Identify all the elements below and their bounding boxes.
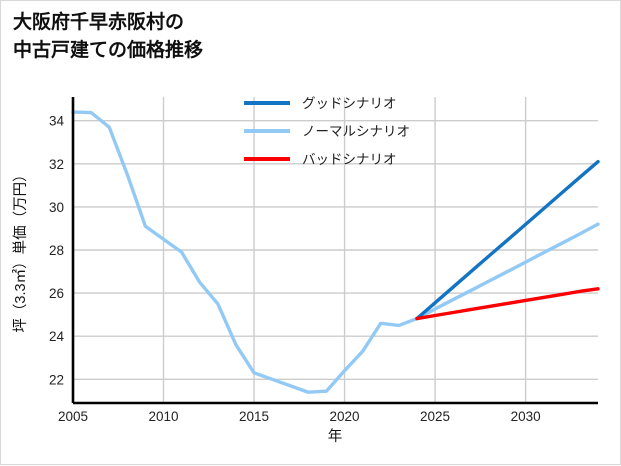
y-tick-labels: 22 24 26 28 30 32 34 [49, 114, 65, 388]
chart-title-line-1: 大阪府千早赤阪村の [13, 12, 185, 33]
y-tick-label: 28 [49, 243, 64, 258]
legend-label-グッドシナリオ: グッドシナリオ [302, 96, 397, 111]
series-lines [71, 110, 600, 394]
x-tick-label: 2020 [330, 409, 360, 424]
y-tick-label: 22 [49, 372, 64, 387]
x-tick-label: 2030 [511, 409, 541, 424]
y-tick-label: 32 [49, 157, 64, 172]
x-tick-labels: 2005 2010 2015 2020 2025 2030 [58, 409, 541, 424]
axis-lines [71, 97, 598, 405]
x-tick-label: 2010 [148, 409, 178, 424]
legend-label-ノーマルシナリオ: ノーマルシナリオ [302, 124, 410, 139]
y-tick-label: 34 [49, 114, 65, 129]
x-tick-label: 2005 [58, 409, 88, 424]
chart-title: 大阪府千早赤阪村の 中古戸建ての価格推移 [13, 9, 433, 64]
y-tick-label: 30 [49, 200, 64, 215]
y-axis-title: 坪（3.3㎡）単価（万円） [12, 167, 29, 332]
x-tick-label: 2025 [420, 409, 450, 424]
series-line-グッドシナリオ [415, 159, 600, 321]
x-axis-title: 年 [328, 428, 343, 445]
gridlines [72, 97, 598, 403]
chart-title-line-2: 中古戸建ての価格推移 [13, 39, 204, 61]
x-tick-label: 2015 [239, 409, 269, 424]
series-line-ノーマルシナリオ [71, 110, 600, 394]
y-tick-label: 26 [49, 286, 64, 301]
y-tick-label: 24 [49, 329, 65, 344]
series-line-バッドシナリオ [415, 287, 600, 321]
legend-label-バッドシナリオ: バッドシナリオ [302, 152, 397, 167]
